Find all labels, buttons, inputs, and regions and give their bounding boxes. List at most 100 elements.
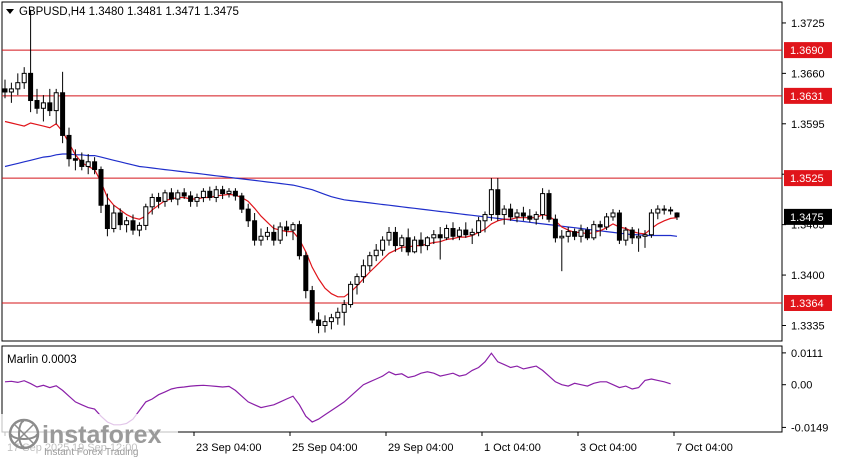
candle-body — [348, 283, 354, 306]
candle — [34, 88, 40, 114]
candle-body — [559, 235, 565, 239]
candle-body — [220, 189, 226, 195]
level-price-tag — [784, 87, 832, 104]
candle-body — [21, 72, 27, 84]
candle — [309, 285, 315, 324]
candle — [559, 230, 565, 272]
candle-body — [520, 212, 526, 217]
candle — [168, 188, 174, 203]
indicator-tick-label: 0.00 — [791, 380, 812, 392]
candle-body — [303, 255, 309, 292]
candle — [335, 307, 341, 325]
candle-body — [450, 228, 456, 237]
candle — [508, 203, 514, 221]
candle — [188, 191, 194, 207]
candle-body — [130, 220, 136, 231]
candle — [501, 205, 507, 225]
candle-body — [181, 192, 187, 197]
candle-body — [565, 231, 571, 237]
candle — [565, 226, 571, 243]
level-price-tag — [784, 42, 832, 59]
candle — [591, 220, 597, 241]
candle — [245, 203, 251, 227]
candle-body — [322, 321, 328, 326]
moving-averages — [4, 120, 678, 298]
price-tick-label: 1.3335 — [791, 320, 825, 332]
indicator-label: Marlin 0.0003 — [7, 354, 77, 366]
candle-body — [412, 239, 418, 253]
symbol-header[interactable]: GBPUSD,H4 1.3480 1.3481 1.3471 1.3475 — [6, 6, 239, 18]
candle-body — [424, 237, 430, 247]
candle-body — [194, 196, 200, 202]
candle — [482, 211, 488, 233]
candle — [636, 228, 642, 252]
candle — [418, 232, 424, 254]
candle-body — [200, 190, 206, 198]
dropdown-triangle-icon[interactable] — [6, 9, 14, 14]
candle-body — [252, 220, 258, 241]
candle — [290, 222, 296, 241]
candle-body — [655, 208, 661, 214]
level-price-tag-label: 1.3690 — [790, 45, 824, 57]
candle — [111, 205, 117, 233]
candle — [520, 206, 526, 221]
candle — [348, 281, 354, 308]
time-tick-label: 29 Sep 04:00 — [388, 442, 453, 454]
candle-body — [271, 231, 277, 241]
candle — [21, 67, 27, 89]
candle — [181, 188, 187, 200]
candle-body — [72, 158, 78, 161]
candle-body — [591, 224, 597, 239]
candle-body — [309, 290, 315, 321]
candle — [527, 209, 533, 223]
price-tick-label: 1.3725 — [791, 18, 825, 30]
candle-body — [668, 209, 674, 212]
candle — [655, 205, 661, 220]
candle — [85, 154, 91, 175]
indicator-tick-label: -0.0149 — [791, 422, 828, 434]
candle — [60, 71, 66, 144]
candle — [316, 312, 322, 334]
candle — [623, 226, 629, 246]
candle — [399, 234, 405, 252]
candle — [431, 230, 437, 245]
candle — [424, 236, 430, 251]
candle-body — [316, 319, 322, 326]
time-tick-label: 23 Sep 04:00 — [196, 442, 261, 454]
candle-body — [546, 193, 552, 220]
level-price-tag-label: 1.3525 — [790, 173, 824, 185]
candle-body — [92, 161, 98, 171]
candle — [463, 222, 469, 238]
candle-body — [117, 212, 123, 226]
time-tick-label: 3 Oct 04:00 — [580, 442, 637, 454]
candle — [296, 220, 302, 260]
level-price-tag — [784, 170, 832, 187]
candle-body — [444, 228, 450, 239]
candle — [405, 228, 411, 256]
candle — [271, 224, 277, 246]
candle — [572, 228, 578, 241]
time-tick-label: 25 Sep 04:00 — [292, 442, 357, 454]
candle — [79, 152, 85, 171]
candle — [597, 220, 603, 237]
candle-body — [482, 214, 488, 222]
candle — [284, 220, 290, 237]
candle-body — [354, 276, 360, 285]
candle — [149, 193, 155, 215]
candle — [546, 189, 552, 223]
candle-body — [232, 190, 238, 197]
candle — [226, 188, 232, 198]
candle-body — [296, 224, 302, 257]
candle-body — [431, 234, 437, 239]
candle — [437, 226, 443, 260]
ema-red-line — [4, 120, 678, 298]
time-tick-label: 1 Oct 04:00 — [484, 442, 541, 454]
candle — [303, 251, 309, 299]
candle — [341, 299, 347, 326]
watermark-tagline: Instant Forex Trading — [44, 447, 139, 458]
candle — [668, 206, 674, 215]
watermark-brand: instaforex — [42, 421, 162, 449]
candle — [124, 216, 130, 233]
candle — [360, 259, 366, 283]
candle-body — [533, 214, 539, 220]
